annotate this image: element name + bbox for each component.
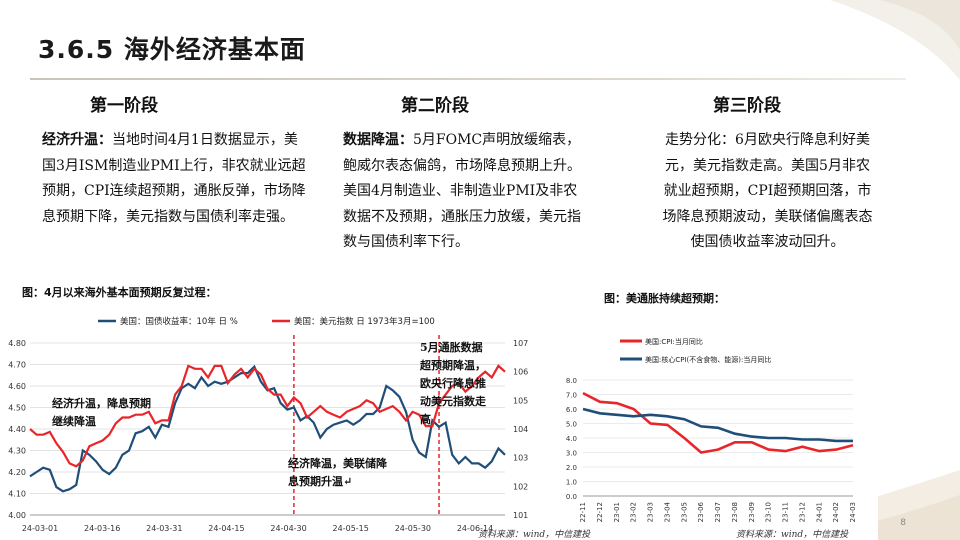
chart2-y-tick: 6.0 xyxy=(566,406,577,414)
page-number: 8 xyxy=(900,518,906,528)
chart2-x-tick: 23-02 xyxy=(630,502,638,522)
left-figure-caption: 图：4月以来海外基本面预期反复过程： xyxy=(22,286,217,299)
chart2-background xyxy=(548,320,878,540)
chart2-x-tick: 23-01 xyxy=(613,502,621,522)
chart2-y-tick: 8.0 xyxy=(566,377,577,385)
chart1-x-tick: 24-03-01 xyxy=(22,524,58,533)
legend-core-label: 美国:核心CPI(不含食物、能源):当月同比 xyxy=(645,355,771,364)
chart1-x-tick: 24-05-30 xyxy=(395,524,431,533)
right-figure-source: 资料来源：wind，中信建投 xyxy=(736,530,849,540)
chart2-x-tick: 22-12 xyxy=(596,502,604,522)
legend-dxy-label: 美国：美元指数 日 1973年3月=100 xyxy=(294,316,435,327)
left-figure-source: 资料来源：wind，中信建投 xyxy=(478,530,591,540)
chart2-x-tick: 24-02 xyxy=(832,502,840,522)
chart2-y-tick: 2.0 xyxy=(566,464,577,472)
annotation-stage1: 经济升温，降息预期 继续降温 xyxy=(52,396,155,428)
annotation-stage3-line5: 高 xyxy=(420,412,431,426)
chart2-legend: 美国:CPI:当月同比 美国:核心CPI(不含食物、能源):当月同比 xyxy=(620,337,771,364)
chart1-y-left-tick: 4.10 xyxy=(8,490,26,499)
chart2-x-tick: 23-09 xyxy=(748,502,756,522)
chart2-x-tick: 23-06 xyxy=(697,501,705,522)
chart1-y-left-tick: 4.50 xyxy=(8,404,26,413)
chart1-x-tick: 24-04-30 xyxy=(270,524,306,533)
annotation-stage1-line1: 经济升温，降息预期 xyxy=(52,396,151,410)
chart2-x-tick: 23-12 xyxy=(798,502,806,522)
dxy-series-line xyxy=(29,364,506,468)
chart2-x-tick: 24-03 xyxy=(849,502,857,522)
stage-3-text: 走势分化：6月欧央行降息利好美元，美元指数走高。美国5月非农就业超预期，CPI超… xyxy=(660,128,875,256)
page-title: 3.6.5 海外经济基本面 xyxy=(38,35,306,64)
chart1-y-left-tick: 4.70 xyxy=(8,361,26,370)
stage-1-body: 当地时间4月1日数据显示，美国3月ISM制造业PMI上行，非农就业远超预期，CP… xyxy=(42,132,306,225)
annotation-stage2: 经济降温，美联储降 息预期升温↵ xyxy=(288,456,391,488)
chart1-y-left-tick: 4.30 xyxy=(8,447,26,456)
legend-yield-label: 美国：国债收益率：10年 日 % xyxy=(120,316,238,327)
chart2-y-tick: 5.0 xyxy=(566,421,577,429)
chart1-y-right-tick: 103 xyxy=(513,454,528,463)
chart1-x-tick: 24-03-31 xyxy=(146,524,182,533)
right-figure-caption: 图：美通胀持续超预期： xyxy=(604,292,725,305)
stage-1-heading: 第一阶段 xyxy=(90,96,158,116)
corner-decoration-top xyxy=(830,0,960,80)
chart1-y-left-tick: 4.40 xyxy=(8,425,26,434)
chart1-y-right-tick: 101 xyxy=(513,511,528,520)
chart1-y-right-tick: 105 xyxy=(513,396,528,405)
chart2-y-tick: 3.0 xyxy=(566,450,577,458)
corner-decoration-bottom xyxy=(720,470,960,540)
chart1-y-left-tick: 4.80 xyxy=(8,339,26,348)
stage-2-body: 5月FOMC声明放缓缩表，鲍威尔表态偏鸽，市场降息预期上升。美国4月制造业、非制… xyxy=(343,132,581,250)
chart2-x-tick: 23-08 xyxy=(731,502,739,522)
annotation-stage2-line1: 经济降温，美联储降 xyxy=(288,456,388,470)
chart1-x-tick: 24-04-15 xyxy=(208,524,244,533)
legend-cpi-label: 美国:CPI:当月同比 xyxy=(645,337,703,346)
chart2-x-tick: 23-11 xyxy=(782,502,790,522)
stage-2-lead: 数据降温： xyxy=(343,132,413,148)
chart2-y-tick: 4.0 xyxy=(566,435,577,443)
annotation-stage3-line3: 欧央行降息推 xyxy=(420,376,486,390)
chart1-y-left-tick: 4.00 xyxy=(8,511,26,520)
chart2-y-tick: 7.0 xyxy=(566,392,577,400)
yield-dxy-chart: 美国：国债收益率：10年 日 % 美国：美元指数 日 1973年3月=100 4… xyxy=(0,303,535,540)
chart2-x-tick: 23-07 xyxy=(714,502,722,522)
annotation-stage1-line2: 继续降温 xyxy=(52,414,96,428)
stage-3-heading: 第三阶段 xyxy=(713,96,781,116)
title-divider xyxy=(30,78,906,80)
chart2-x-tick: 24-01 xyxy=(815,502,823,522)
chart2-x-tick: 22-11 xyxy=(579,502,587,522)
chart1-y-right-tick: 102 xyxy=(513,482,528,491)
chart2-x-tick: 23-05 xyxy=(680,502,688,522)
chart1-x-tick: 24-05-15 xyxy=(333,524,369,533)
chart1-y-right-tick: 104 xyxy=(513,425,528,434)
us-cpi-chart: 美国:CPI:当月同比 美国:核心CPI(不含食物、能源):当月同比 0.0 1.… xyxy=(548,320,878,540)
chart1-y-left-tick: 4.60 xyxy=(8,382,26,391)
chart2-y-tick: 0.0 xyxy=(566,493,577,501)
chart1-y-left-tick: 4.20 xyxy=(8,468,26,477)
chart2-y-tick: 1.0 xyxy=(566,479,577,487)
chart1-legend: 美国：国债收益率：10年 日 % 美国：美元指数 日 1973年3月=100 xyxy=(98,316,435,327)
chart1-x-tick: 24-06-14 xyxy=(457,524,493,533)
annotation-stage3-line1: 5月通胀数据 xyxy=(420,340,483,354)
stage-2-text: 数据降温：5月FOMC声明放缓缩表，鲍威尔表态偏鸽，市场降息预期上升。美国4月制… xyxy=(343,128,588,256)
chart2-x-tick: 23-10 xyxy=(765,502,773,522)
stage-2-heading: 第二阶段 xyxy=(401,96,469,116)
chart1-y-right-tick: 106 xyxy=(513,368,528,377)
annotation-stage3-line2: 超预期降温， xyxy=(419,358,486,372)
stage-1-lead: 经济升温： xyxy=(42,132,112,148)
annotation-stage2-line2: 息预期升温↵ xyxy=(288,474,352,488)
annotation-stage3: 5月通胀数据 超预期降温， 欧央行降息推 动美元指数走 高 xyxy=(419,340,490,426)
chart2-x-tick: 23-03 xyxy=(647,502,655,522)
stage-3-body: 走势分化：6月欧央行降息利好美元，美元指数走高。美国5月非农就业超预期，CPI超… xyxy=(662,132,873,250)
chart1-x-tick: 24-03-16 xyxy=(84,524,120,533)
annotation-stage3-line4: 动美元指数走 xyxy=(420,394,486,408)
cpi-series-line xyxy=(582,391,854,454)
core-cpi-series-line xyxy=(582,407,853,443)
chart1-y-right-tick: 107 xyxy=(513,339,528,348)
stage-1-text: 经济升温：当地时间4月1日数据显示，美国3月ISM制造业PMI上行，非农就业远超… xyxy=(42,128,310,230)
chart2-x-tick: 23-04 xyxy=(663,501,671,522)
